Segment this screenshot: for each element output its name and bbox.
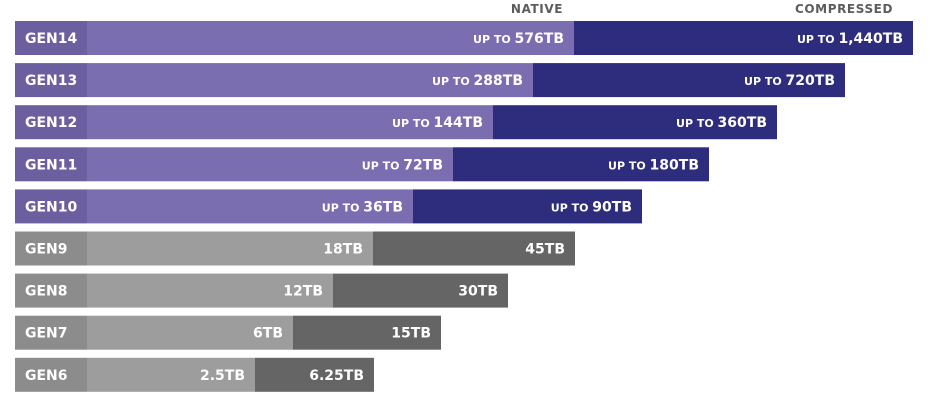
compressed-value-label-gen6-number: 6.25TB: [309, 368, 364, 384]
bar-row-gen6: GEN6 2.5TB 6.25TB: [15, 357, 374, 392]
compressed-value-label-gen9: 45TB: [525, 242, 565, 258]
compressed-value-label-gen8: 30TB: [458, 284, 498, 300]
bar-row-gen14: GEN14 UP TO 576TB UP TO 1,440TB: [15, 21, 913, 55]
native-value-label-gen14-prefix: UP TO: [473, 33, 515, 46]
native-value-label-gen6-number: 2.5TB: [200, 368, 245, 384]
bar-row-gen12: GEN12 UP TO 144TB UP TO 360TB: [15, 105, 777, 140]
category-label-gen12: GEN12: [25, 115, 77, 131]
compressed-bar-gen12: [493, 105, 777, 140]
category-label-block: [15, 21, 87, 55]
native-value-label-gen11-prefix: UP TO: [362, 159, 404, 172]
category-label-gen10: GEN10: [25, 199, 78, 215]
compressed-value-label-gen13: UP TO 720TB: [744, 73, 835, 89]
compressed-value-label-gen7-number: 15TB: [391, 326, 431, 342]
compressed-value-label-gen8-number: 30TB: [458, 284, 498, 300]
category-label-block: [15, 357, 87, 392]
native-value-label-gen14: UP TO 576TB: [473, 31, 564, 47]
compressed-value-label-gen11-number: 180TB: [650, 157, 699, 173]
native-value-label-gen12-number: 144TB: [434, 115, 483, 131]
native-bar-gen12: [87, 105, 493, 140]
compressed-bar-gen10: [413, 189, 642, 224]
compressed-bar-gen8: [333, 273, 508, 308]
bar-row-gen13: GEN13 UP TO 288TB UP TO 720TB: [15, 63, 845, 98]
category-label-block: [15, 105, 87, 140]
native-value-label-gen7: 6TB: [253, 326, 283, 342]
category-label-gen9: GEN9: [25, 242, 68, 258]
native-bar-gen14: [87, 21, 574, 55]
compressed-value-label-gen11: UP TO 180TB: [608, 157, 699, 173]
compressed-bar-gen7: [293, 315, 441, 350]
compressed-value-label-gen10-number: 90TB: [592, 199, 632, 215]
category-label-gen6: GEN6: [25, 368, 68, 384]
native-value-label-gen12-prefix: UP TO: [392, 117, 434, 130]
category-label-block: [15, 147, 87, 182]
category-label-block: [15, 189, 87, 224]
native-bar-gen8: [87, 273, 333, 308]
native-value-label-gen9-number: 18TB: [323, 242, 363, 258]
native-bar-gen9: [87, 231, 373, 266]
compressed-value-label-gen11-prefix: UP TO: [608, 159, 650, 172]
legend-native: NATIVE: [511, 2, 563, 16]
native-bar-gen13: [87, 63, 533, 98]
native-value-label-gen10-prefix: UP TO: [322, 201, 364, 214]
compressed-value-label-gen13-number: 720TB: [786, 73, 835, 89]
native-bar-gen11: [87, 147, 453, 182]
native-value-label-gen10-number: 36TB: [363, 199, 403, 215]
native-value-label-gen11: UP TO 72TB: [362, 157, 443, 173]
compressed-value-label-gen12-number: 360TB: [718, 115, 767, 131]
category-label-block: [15, 231, 87, 266]
compressed-bar-gen13: [533, 63, 845, 98]
bar-row-gen9: GEN9 18TB 45TB: [15, 231, 575, 266]
category-label-gen11: GEN11: [25, 157, 77, 173]
compressed-bar-gen14: [574, 21, 913, 55]
compressed-bar-gen6: [255, 357, 374, 392]
native-value-label-gen14-number: 576TB: [515, 31, 564, 47]
compressed-value-label-gen14-prefix: UP TO: [797, 33, 839, 46]
native-value-label-gen7-number: 6TB: [253, 326, 283, 342]
compressed-value-label-gen10: UP TO 90TB: [551, 199, 632, 215]
compressed-value-label-gen12-prefix: UP TO: [676, 117, 718, 130]
native-value-label-gen8-number: 12TB: [283, 284, 323, 300]
compressed-value-label-gen9-number: 45TB: [525, 242, 565, 258]
bar-row-gen8: GEN8 12TB 30TB: [15, 273, 508, 308]
compressed-value-label-gen12: UP TO 360TB: [676, 115, 767, 131]
category-label-gen13: GEN13: [25, 73, 77, 89]
compressed-value-label-gen13-prefix: UP TO: [744, 75, 786, 88]
native-value-label-gen9: 18TB: [323, 242, 363, 258]
category-label-gen8: GEN8: [25, 284, 68, 300]
native-value-label-gen12: UP TO 144TB: [392, 115, 483, 131]
native-value-label-gen8: 12TB: [283, 284, 323, 300]
native-value-label-gen13-number: 288TB: [474, 73, 523, 89]
native-value-label-gen13-prefix: UP TO: [432, 75, 474, 88]
category-label-block: [15, 63, 87, 98]
native-value-label-gen10: UP TO 36TB: [322, 199, 403, 215]
bar-row-gen11: GEN11 UP TO 72TB UP TO 180TB: [15, 147, 709, 182]
category-label-block: [15, 273, 87, 308]
native-value-label-gen11-number: 72TB: [403, 157, 443, 173]
compressed-value-label-gen7: 15TB: [391, 326, 431, 342]
native-bar-gen10: [87, 189, 413, 224]
category-label-gen14: GEN14: [25, 31, 78, 47]
category-label-gen7: GEN7: [25, 326, 68, 342]
native-value-label-gen6: 2.5TB: [200, 368, 245, 384]
category-label-block: [15, 315, 87, 350]
compressed-value-label-gen14-number: 1,440TB: [838, 31, 903, 47]
native-bar-gen6: [87, 357, 255, 392]
bar-row-gen10: GEN10 UP TO 36TB UP TO 90TB: [15, 189, 642, 224]
compressed-value-label-gen10-prefix: UP TO: [551, 201, 593, 214]
native-bar-gen7: [87, 315, 293, 350]
compressed-bar-gen9: [373, 231, 575, 266]
compressed-value-label-gen14: UP TO 1,440TB: [797, 31, 903, 47]
compressed-value-label-gen6: 6.25TB: [309, 368, 364, 384]
bar-row-gen7: GEN7 6TB 15TB: [15, 315, 441, 350]
legend-compressed: COMPRESSED: [795, 2, 893, 16]
compressed-bar-gen11: [453, 147, 709, 182]
native-value-label-gen13: UP TO 288TB: [432, 73, 523, 89]
